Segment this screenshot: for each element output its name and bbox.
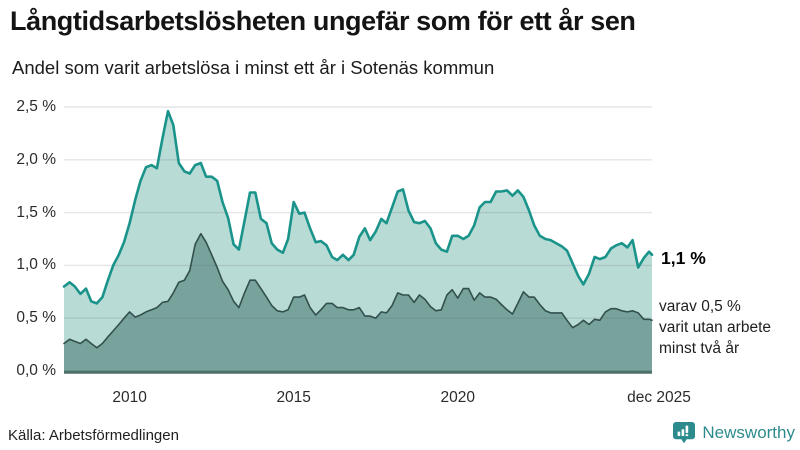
y-axis-tick-label: 2,5 % (16, 98, 56, 115)
newsworthy-logo-icon (673, 422, 696, 444)
endpoint-value-label: 1,1 % (661, 248, 706, 268)
secondary-label-line: varav 0,5 % (659, 298, 741, 315)
y-axis-tick-label: 1,5 % (16, 203, 56, 221)
page-title: Långtidsarbetslösheten ungefär som för e… (10, 6, 636, 36)
x-axis-tick-label: 2010 (112, 389, 147, 406)
newsworthy-brand-name: Newsworthy (702, 422, 795, 442)
endpoint-secondary-label: varav 0,5 % varit utan arbete minst två … (659, 296, 771, 359)
x-axis-tick-label: 2020 (440, 389, 475, 406)
y-axis-tick-label: 2,0 % (16, 150, 56, 168)
source-label: Källa: Arbetsförmedlingen (8, 427, 179, 444)
x-axis-tick-label: dec 2025 (627, 389, 691, 406)
y-axis-tick-label: 0,0 % (16, 362, 56, 379)
secondary-label-line: varit utan arbete (659, 319, 772, 336)
y-axis-tick-label: 1,0 % (16, 256, 56, 274)
newsworthy-brand: Newsworthy (672, 421, 795, 444)
chart-subtitle: Andel som varit arbetslösa i minst ett å… (12, 57, 495, 78)
secondary-label-line: minst två år (659, 340, 740, 357)
x-axis-tick-label: 2015 (276, 389, 311, 406)
y-axis-tick-label: 0,5 % (16, 309, 56, 327)
